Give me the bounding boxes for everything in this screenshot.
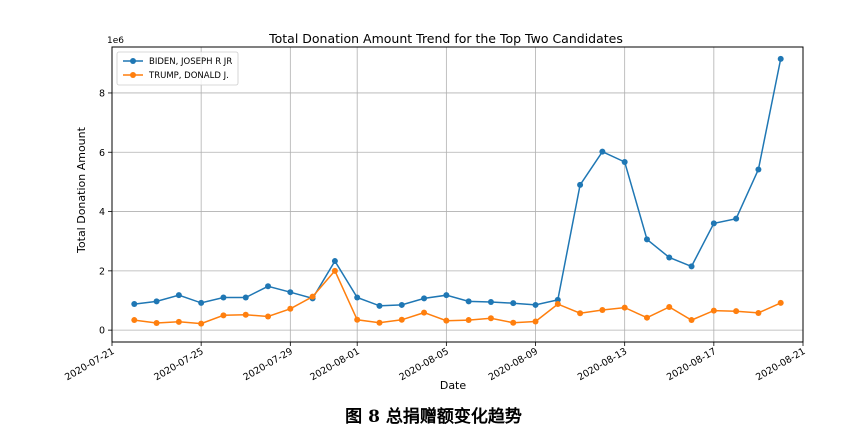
y-tick-label: 0: [99, 326, 105, 337]
data-point: [643, 314, 650, 321]
data-point: [621, 159, 628, 166]
data-point: [242, 311, 249, 318]
data-point: [421, 309, 428, 316]
data-point: [198, 299, 205, 306]
data-point: [265, 283, 272, 290]
data-point: [309, 293, 316, 300]
data-point: [621, 304, 628, 311]
data-point: [465, 298, 472, 305]
data-point: [532, 301, 539, 308]
data-point: [510, 319, 517, 326]
data-point: [554, 296, 561, 303]
data-point: [376, 302, 383, 309]
x-tick-label: 2020-08-09: [487, 346, 540, 383]
data-point: [755, 166, 762, 173]
data-point: [265, 313, 272, 320]
data-point: [710, 220, 717, 227]
data-point: [153, 320, 160, 327]
figure-caption: 图 8 总捐赠额变化趋势: [0, 402, 867, 427]
x-tick-label: 2020-08-13: [576, 346, 629, 383]
y-tick-label: 4: [99, 207, 105, 218]
plot-frame: [111, 46, 804, 343]
data-point: [398, 316, 405, 323]
caption-number: 8: [368, 407, 380, 427]
y-axis-offset-label: 1e6: [107, 36, 124, 46]
legend-box: [116, 51, 239, 86]
data-point: [354, 316, 361, 323]
data-point: [175, 318, 182, 325]
data-point: [376, 319, 383, 326]
data-point: [287, 289, 294, 296]
y-tick-label: 6: [99, 148, 105, 159]
data-point: [666, 254, 673, 261]
series-lines: [131, 55, 784, 327]
data-point: [733, 215, 740, 222]
data-point: [710, 307, 717, 314]
data-point: [599, 148, 606, 155]
data-point: [220, 312, 227, 319]
x-axis-label: Date: [440, 379, 467, 392]
caption-text: 总捐赠额变化趋势: [385, 407, 522, 427]
data-point: [443, 292, 450, 299]
x-tick-label: 2020-07-21: [63, 346, 116, 383]
x-tick-label: 2020-08-05: [398, 346, 451, 383]
x-tick-label: 2020-07-25: [152, 346, 205, 383]
x-tick-label: 2020-08-21: [754, 346, 807, 383]
chart-title: Total Donation Amount Trend for the Top …: [268, 31, 623, 46]
legend: BIDEN, JOSEPH R JR TRUMP, DONALD J.: [116, 51, 239, 86]
y-tick-label: 2: [99, 266, 105, 277]
x-tick-label: 2020-08-17: [665, 346, 718, 383]
data-point: [175, 292, 182, 299]
data-point: [577, 310, 584, 317]
y-tick-label: 8: [99, 88, 105, 99]
legend-label: BIDEN, JOSEPH R JR: [149, 57, 232, 67]
data-point: [331, 258, 338, 265]
data-point: [755, 309, 762, 316]
data-point: [131, 301, 138, 308]
data-point: [487, 298, 494, 305]
legend-marker: [130, 58, 136, 64]
data-point: [198, 320, 205, 327]
data-point: [688, 317, 695, 324]
legend-label: TRUMP, DONALD J.: [148, 71, 229, 81]
data-point: [554, 301, 561, 308]
x-tick-label: 2020-08-01: [308, 346, 361, 383]
data-point: [354, 294, 361, 301]
data-point: [421, 295, 428, 302]
data-point: [643, 236, 650, 243]
data-point: [577, 181, 584, 188]
data-point: [242, 294, 249, 301]
series-line: [134, 269, 782, 325]
data-point: [532, 318, 539, 325]
data-point: [131, 317, 138, 324]
data-point: [153, 298, 160, 305]
x-tick-label: 2020-07-29: [242, 346, 295, 383]
data-point: [331, 267, 338, 274]
data-point: [287, 305, 294, 312]
data-point: [733, 308, 740, 315]
data-point: [599, 306, 606, 313]
data-point: [487, 315, 494, 322]
data-point: [510, 300, 517, 307]
data-point: [777, 299, 784, 306]
data-point: [777, 55, 784, 62]
data-point: [666, 304, 673, 311]
data-point: [465, 317, 472, 324]
data-point: [220, 294, 227, 301]
y-axis-label: Total Donation Amount: [75, 126, 88, 254]
chart-figure: 0 2 4 6 8 2020-07-21 2020-07-25 2020-07-29 2020-…: [63, 31, 807, 392]
data-point: [398, 301, 405, 308]
data-point: [688, 263, 695, 270]
caption-label: 图: [345, 407, 363, 427]
data-point: [443, 317, 450, 324]
series-line: [134, 58, 782, 307]
legend-marker: [130, 72, 136, 78]
axis-ticks: 0 2 4 6 8 2020-07-21 2020-07-25 2020-07-29 2020-…: [63, 88, 807, 383]
